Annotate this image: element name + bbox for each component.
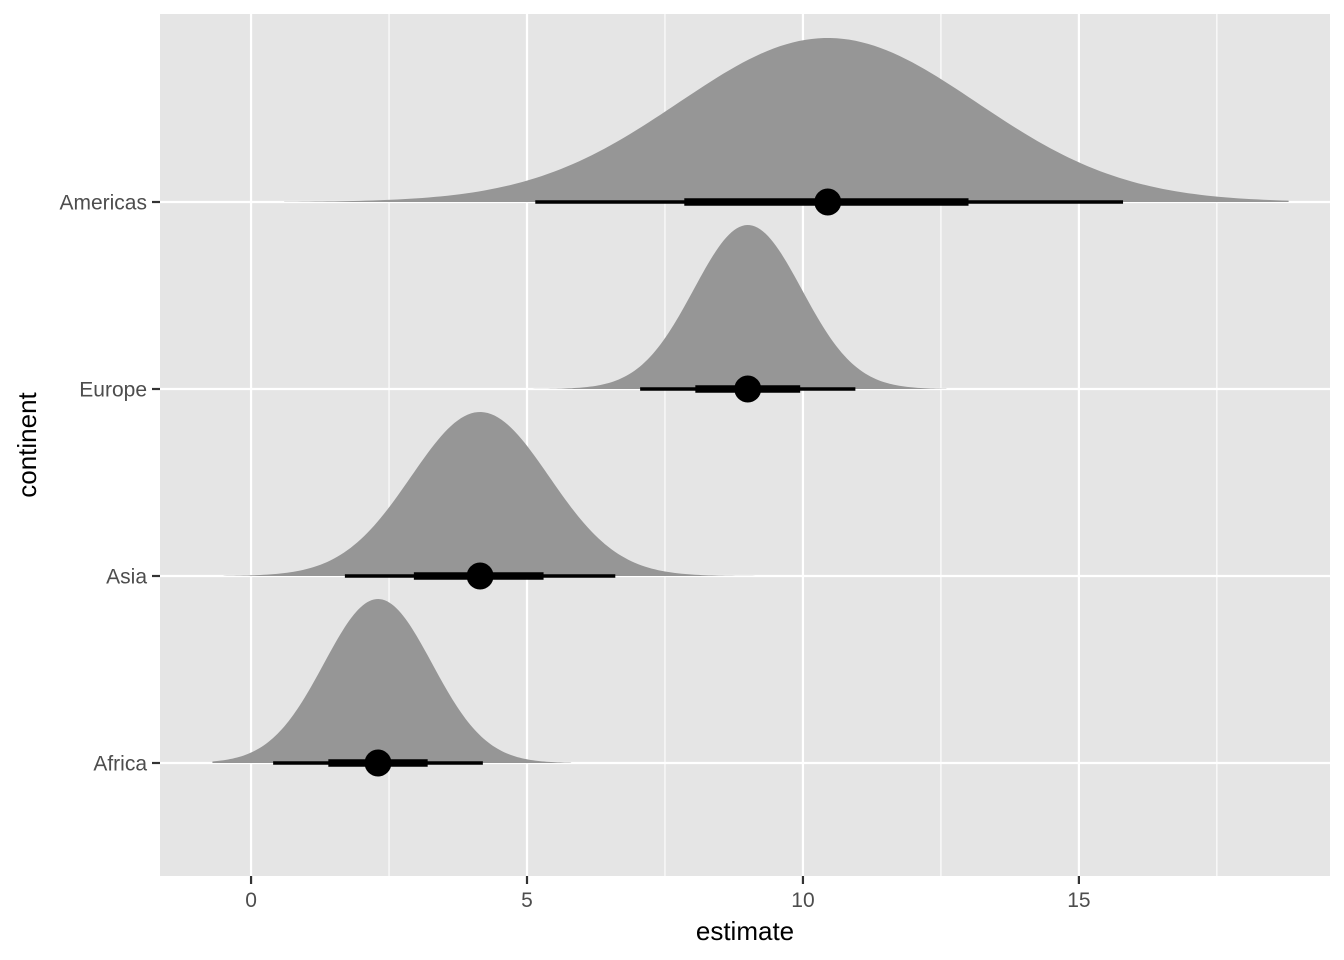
point-estimate-asia [466, 562, 494, 590]
y-tick-label: Asia [106, 566, 147, 589]
x-tick-label: 5 [521, 889, 533, 912]
x-tick-label: 0 [245, 889, 257, 912]
y-tick-label: Africa [93, 753, 147, 776]
point-estimate-americas [814, 188, 842, 216]
x-tick-label: 15 [1067, 889, 1090, 912]
x-axis-title: estimate [696, 916, 794, 946]
y-axis-title: continent [12, 391, 42, 497]
density-americas [284, 38, 1289, 202]
y-tick-label: Americas [59, 192, 147, 215]
density-europe [527, 225, 947, 389]
x-axis: 0 5 10 15 [245, 876, 1091, 912]
x-tick-label: 10 [791, 889, 814, 912]
point-estimate-africa [364, 749, 392, 777]
density-africa [212, 599, 572, 763]
y-tick-label: Europe [79, 379, 147, 402]
point-estimate-europe [734, 375, 762, 403]
y-axis: Africa Asia Europe Americas [59, 192, 160, 776]
density-layer [212, 38, 1289, 763]
density-asia [223, 412, 759, 576]
interval-layer [273, 188, 1124, 777]
